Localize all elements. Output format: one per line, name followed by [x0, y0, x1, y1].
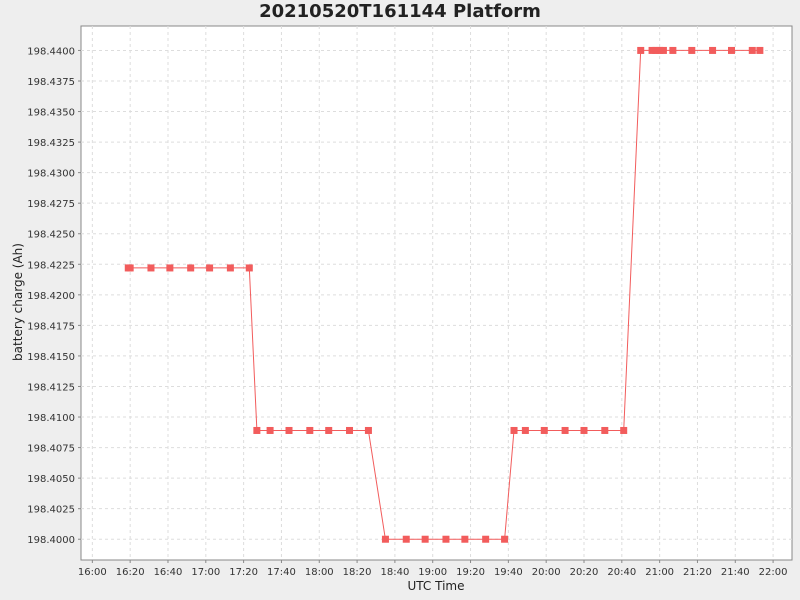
- x-tick-label: 18:40: [380, 567, 409, 578]
- data-point: [325, 426, 333, 434]
- data-point: [266, 426, 274, 434]
- x-tick-label: 16:00: [78, 567, 107, 578]
- data-point: [540, 426, 548, 434]
- data-point: [187, 264, 195, 272]
- y-tick-label: 198.4000: [27, 535, 75, 546]
- y-tick-label: 198.4300: [27, 169, 75, 180]
- y-axis: 198.4000 198.4025 198.4050 198.4075 198.4100…: [27, 46, 81, 546]
- data-point: [285, 426, 293, 434]
- data-point: [126, 264, 134, 272]
- x-tick-label: 21:00: [645, 567, 674, 578]
- data-point: [245, 264, 253, 272]
- x-tick-label: 19:20: [456, 567, 485, 578]
- data-points: [124, 46, 764, 543]
- data-point: [421, 535, 429, 543]
- y-tick-label: 198.4200: [27, 291, 75, 302]
- y-tick-label: 198.4125: [27, 382, 75, 393]
- y-tick-label: 198.4075: [27, 444, 75, 455]
- data-point: [521, 426, 529, 434]
- y-tick-label: 198.4225: [27, 260, 75, 271]
- y-tick-label: 198.4050: [27, 474, 75, 485]
- data-point: [652, 46, 660, 54]
- y-tick-label: 198.4375: [27, 77, 75, 88]
- y-axis-label: battery charge (Ah): [11, 243, 25, 361]
- data-point: [748, 46, 756, 54]
- x-axis: 16:00 16:20 16:40 17:00 17:20 17:40 18:00 18:20…: [78, 560, 788, 578]
- x-tick-label: 17:00: [191, 567, 220, 578]
- y-tick-label: 198.4350: [27, 108, 75, 119]
- data-point: [727, 46, 735, 54]
- grid: [81, 26, 792, 560]
- y-tick-label: 198.4175: [27, 321, 75, 332]
- data-point: [501, 535, 509, 543]
- x-tick-label: 21:40: [721, 567, 750, 578]
- data-point: [381, 535, 389, 543]
- data-point: [226, 264, 234, 272]
- data-point: [620, 426, 628, 434]
- data-point: [166, 264, 174, 272]
- data-point: [756, 46, 764, 54]
- plot-area: [80, 25, 793, 561]
- data-point: [402, 535, 410, 543]
- data-point: [364, 426, 372, 434]
- data-point: [346, 426, 354, 434]
- data-point: [659, 46, 667, 54]
- x-tick-label: 16:40: [154, 567, 183, 578]
- data-point: [637, 46, 645, 54]
- x-tick-label: 18:20: [343, 567, 372, 578]
- data-point: [510, 426, 518, 434]
- y-tick-label: 198.4100: [27, 413, 75, 424]
- x-axis-label: UTC Time: [408, 579, 465, 593]
- data-point: [206, 264, 214, 272]
- y-tick-label: 198.4025: [27, 505, 75, 516]
- x-tick-label: 17:20: [229, 567, 258, 578]
- data-point: [253, 426, 261, 434]
- x-tick-label: 20:20: [570, 567, 599, 578]
- data-point: [656, 46, 664, 54]
- data-point: [147, 264, 155, 272]
- y-tick-label: 198.4400: [27, 46, 75, 57]
- data-point: [461, 535, 469, 543]
- y-tick-label: 198.4150: [27, 352, 75, 363]
- data-point: [669, 46, 677, 54]
- data-point: [709, 46, 717, 54]
- x-tick-label: 17:40: [267, 567, 296, 578]
- x-tick-label: 19:00: [418, 567, 447, 578]
- y-tick-label: 198.4250: [27, 230, 75, 241]
- data-point: [688, 46, 696, 54]
- data-point: [580, 426, 588, 434]
- y-tick-label: 198.4325: [27, 138, 75, 149]
- x-tick-label: 20:40: [607, 567, 636, 578]
- y-tick-label: 198.4275: [27, 199, 75, 210]
- data-point: [442, 535, 450, 543]
- x-tick-label: 19:40: [494, 567, 523, 578]
- data-point: [561, 426, 569, 434]
- data-point: [601, 426, 609, 434]
- x-tick-label: 20:00: [532, 567, 561, 578]
- data-point: [306, 426, 314, 434]
- x-tick-label: 18:00: [305, 567, 334, 578]
- data-point: [482, 535, 490, 543]
- data-point: [648, 46, 656, 54]
- chart-title: 20210520T161144 Platform: [259, 1, 541, 22]
- x-tick-label: 21:20: [683, 567, 712, 578]
- x-tick-label: 16:20: [116, 567, 145, 578]
- x-tick-label: 22:00: [759, 567, 788, 578]
